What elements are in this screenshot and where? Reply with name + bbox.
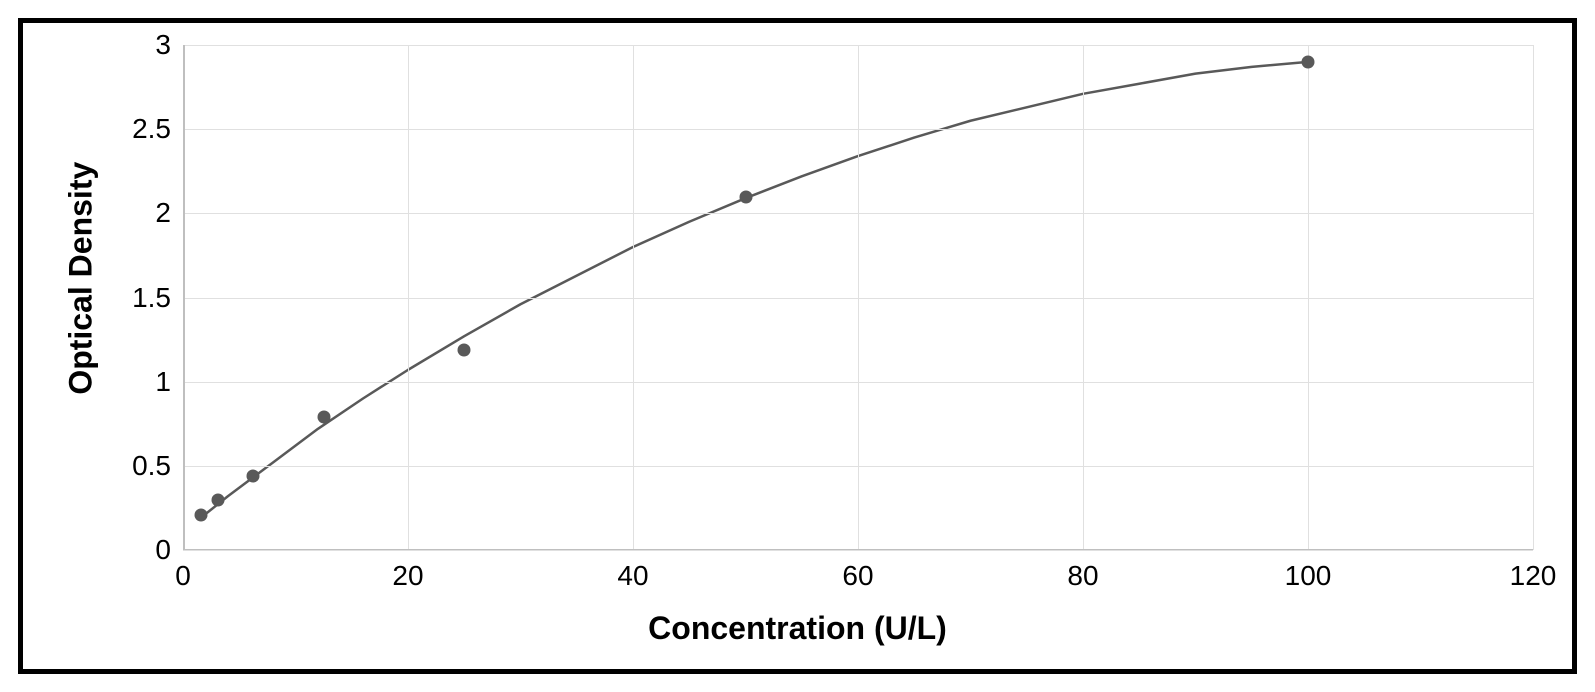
- data-point: [194, 508, 207, 521]
- y-tick-label: 1: [155, 366, 171, 398]
- y-tick-label: 3: [155, 29, 171, 61]
- data-point: [458, 343, 471, 356]
- grid-line-horizontal: [183, 45, 1533, 46]
- y-tick-label: 0: [155, 534, 171, 566]
- grid-line-horizontal: [183, 213, 1533, 214]
- x-tick-label: 60: [842, 560, 873, 592]
- grid-line-horizontal: [183, 298, 1533, 299]
- grid-line-horizontal: [183, 129, 1533, 130]
- y-tick-label: 0.5: [132, 450, 171, 482]
- x-tick-label: 40: [617, 560, 648, 592]
- data-point: [247, 469, 260, 482]
- fit-curve-path: [201, 62, 1308, 518]
- data-point: [1302, 55, 1315, 68]
- grid-line-horizontal: [183, 382, 1533, 383]
- data-point: [317, 411, 330, 424]
- chart-frame: Optical Density Concentration (U/L) 0204…: [18, 18, 1577, 674]
- x-tick-label: 0: [175, 560, 191, 592]
- grid-line-horizontal: [183, 466, 1533, 467]
- y-axis-line: [183, 45, 185, 550]
- x-tick-label: 80: [1067, 560, 1098, 592]
- x-tick-label: 100: [1285, 560, 1332, 592]
- x-tick-label: 20: [392, 560, 423, 592]
- y-axis-label: Optical Density: [63, 162, 100, 395]
- x-axis-label: Concentration (U/L): [648, 610, 947, 647]
- data-point: [739, 190, 752, 203]
- y-tick-label: 1.5: [132, 282, 171, 314]
- plot-area: [183, 45, 1533, 550]
- data-point: [212, 493, 225, 506]
- grid-line-vertical: [1533, 45, 1534, 550]
- grid-line-horizontal: [183, 550, 1533, 551]
- y-tick-label: 2: [155, 197, 171, 229]
- x-tick-label: 120: [1510, 560, 1557, 592]
- y-tick-label: 2.5: [132, 113, 171, 145]
- x-axis-line: [183, 549, 1533, 551]
